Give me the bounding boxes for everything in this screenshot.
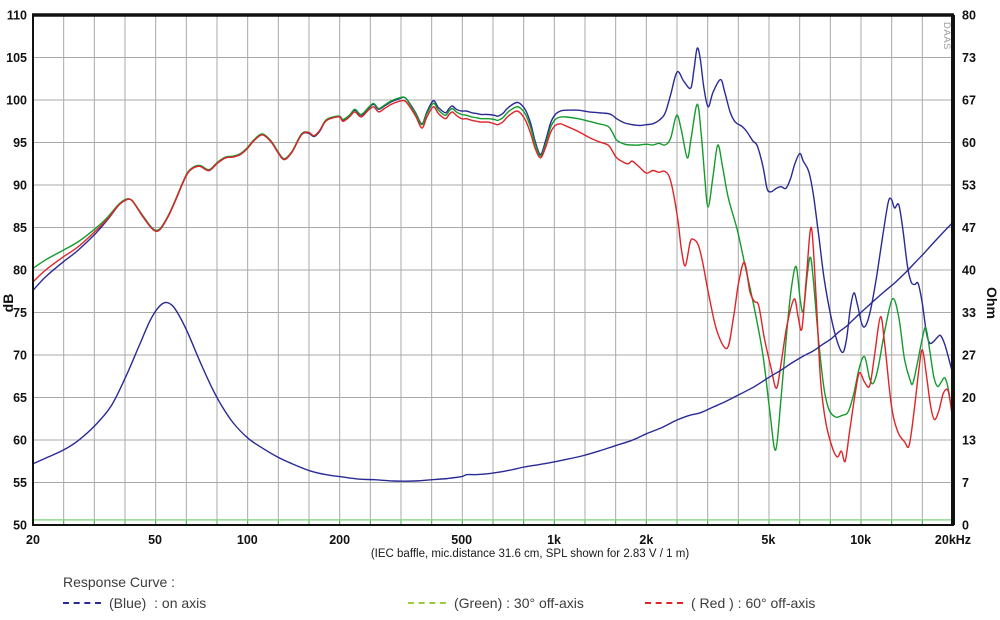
y-right-axis-title: Ohm [984,287,1000,319]
x-tick-label: 2k [639,533,653,547]
y-left-tick-label: 60 [13,434,27,448]
curves [33,47,953,521]
axis-labels: 1101051009590858075706560555080736760534… [6,9,976,548]
y-left-tick-label: 50 [13,519,27,533]
y-right-tick-label: 60 [962,136,976,150]
legend: Response Curve : (Blue) : on axis (Green… [63,574,983,613]
x-tick-label: 200 [329,533,350,547]
y-left-tick-label: 100 [6,94,27,108]
x-tick-label: 100 [237,533,258,547]
x-tick-label: 20 [26,533,40,547]
y-right-tick-label: 40 [962,264,976,278]
x-tick-label: 10k [850,533,871,547]
legend-item-green: (Green) : 30° off-axis [408,595,584,611]
y-right-tick-label: 20 [962,391,976,405]
curve-spl-30-off-axis [33,96,953,451]
legend-row: (Blue) : on axis (Green) : 30° off-axis … [63,595,983,613]
curve-impedance [33,221,953,482]
gridlines [33,15,953,525]
daas-watermark: DAAS [941,22,952,50]
y-left-tick-label: 95 [13,136,27,150]
y-left-tick-label: 110 [7,9,27,23]
blue-line-swatch-icon [63,602,101,604]
x-tick-label: 1k [547,533,561,547]
chart-caption: (IEC baffle, mic.distance 31.6 cm, SPL s… [370,548,690,560]
plot-border [32,13,955,526]
y-left-tick-label: 75 [13,306,27,320]
red-line-swatch-icon [645,602,683,604]
y-right-tick-label: 0 [962,519,969,533]
y-left-tick-label: 65 [13,391,27,405]
y-right-tick-label: 47 [962,221,976,235]
y-left-tick-label: 55 [13,476,27,490]
y-left-axis-title: dB [0,294,16,313]
legend-label-blue: (Blue) : on axis [109,595,207,611]
y-right-tick-label: 27 [962,349,976,363]
x-tick-label: 5k [761,533,775,547]
y-left-tick-label: 85 [13,221,27,235]
y-right-tick-label: 73 [962,51,976,65]
y-right-tick-label: 53 [962,179,976,193]
green-line-swatch-icon [408,602,446,604]
y-left-tick-label: 105 [6,51,27,65]
x-tick-label: 50 [148,533,162,547]
legend-label-green: (Green) : 30° off-axis [454,595,584,611]
x-tick-label: 20kHz [935,533,971,547]
x-tick-label: 500 [451,533,472,547]
y-left-tick-label: 80 [13,264,27,278]
y-right-tick-label: 13 [962,434,976,448]
legend-title: Response Curve : [63,574,176,590]
curve-spl-60-off-axis [33,99,953,463]
y-right-tick-label: 33 [962,306,976,320]
legend-item-red: ( Red ) : 60° off-axis [645,595,815,611]
y-right-tick-label: 67 [962,94,976,108]
y-left-tick-label: 70 [13,349,27,363]
legend-item-blue: (Blue) : on axis [63,595,206,611]
y-right-tick-label: 7 [962,476,969,490]
y-right-tick-label: 80 [962,9,976,23]
legend-label-red: ( Red ) : 60° off-axis [691,595,816,611]
y-left-tick-label: 90 [13,179,27,193]
